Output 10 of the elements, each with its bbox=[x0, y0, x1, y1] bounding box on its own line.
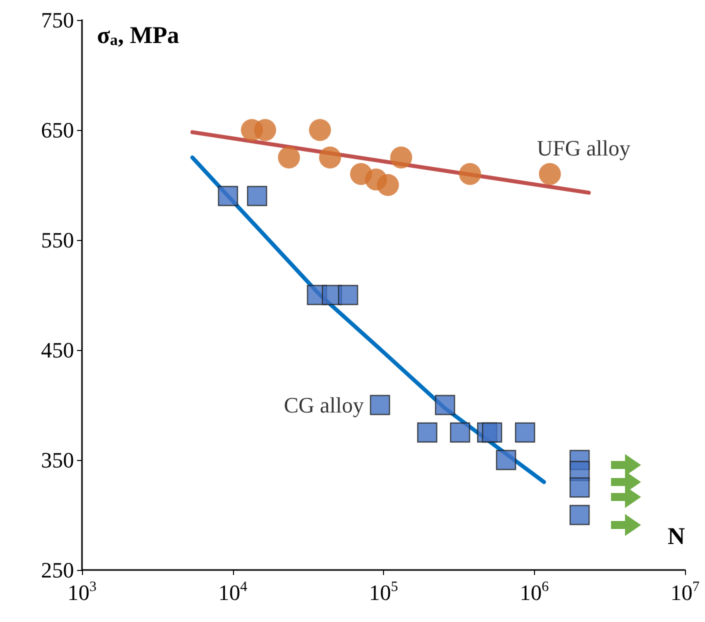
y-tick-label: 450 bbox=[41, 338, 74, 362]
y-axis-title: σa, MPa bbox=[97, 22, 180, 50]
y-tick-label: 650 bbox=[41, 118, 74, 142]
y-tick-label: 350 bbox=[41, 448, 74, 472]
y-tick-label: 550 bbox=[41, 228, 74, 252]
y-tick-label: 750 bbox=[41, 8, 74, 32]
y-tick-label: 250 bbox=[41, 558, 74, 582]
series-label: UFG alloy bbox=[536, 136, 630, 160]
x-axis-title: N bbox=[668, 524, 686, 550]
series-label: CG alloy bbox=[284, 392, 364, 418]
